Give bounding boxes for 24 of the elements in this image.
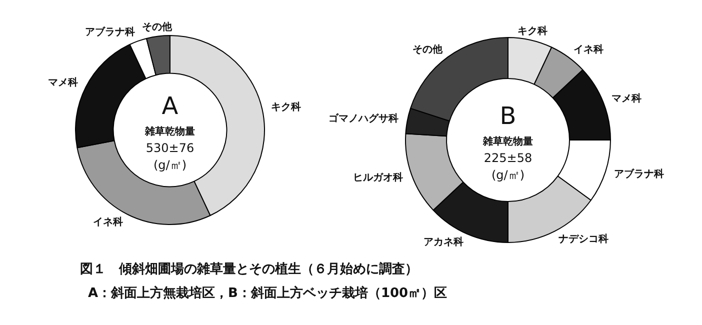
slice-label: キク科 — [271, 101, 302, 114]
slice-label: キク科 — [517, 24, 548, 37]
text: 530±76 — [146, 141, 194, 156]
slice-label: ゴマノハグサ科 — [328, 112, 398, 125]
text: A — [162, 92, 179, 120]
caption: 図１ 傾斜畑圃場の雑草量とその植生（６月始めに調査） — [80, 260, 418, 278]
slice-label: その他 — [142, 20, 174, 33]
slice-label: アカネ科 — [424, 236, 464, 248]
text: B — [500, 102, 516, 130]
slice-label: ヒルガオ科 — [353, 171, 404, 184]
slice-label: その他 — [412, 43, 444, 56]
text: 雑草乾物量 — [482, 136, 533, 148]
slice-label: アブラナ科 — [614, 168, 664, 180]
text: 雑草乾物量 — [144, 126, 195, 138]
slice-label: マメ科 — [48, 76, 78, 89]
text: A：斜面上方無栽培区，B：斜面上方ベッチ栽培（100㎡）区 — [88, 284, 448, 302]
text: (g/㎡) — [153, 158, 187, 172]
slice-label: イネ科 — [574, 43, 604, 56]
slice-label: イネ科 — [93, 216, 124, 228]
text: (g/㎡) — [491, 168, 525, 182]
slice-label: マメ科 — [612, 92, 642, 105]
slice-label: アブラナ科 — [84, 26, 135, 38]
slice-label: ナデシコ科 — [558, 232, 609, 245]
text: 225±58 — [484, 151, 532, 166]
